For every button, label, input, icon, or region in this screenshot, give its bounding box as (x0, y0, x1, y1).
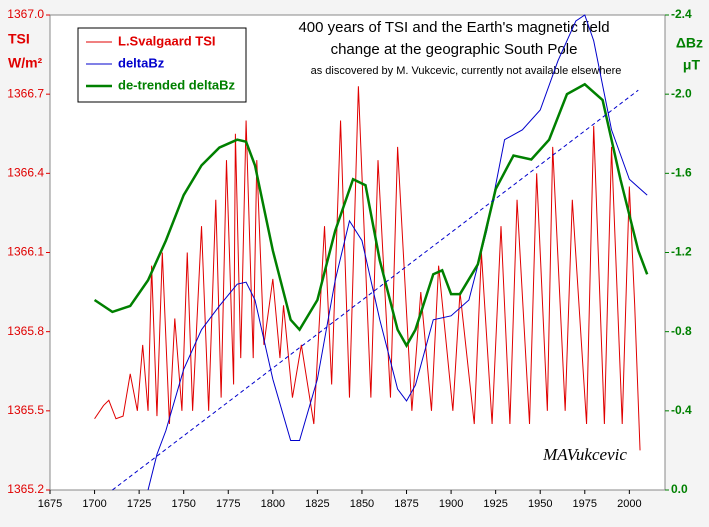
x-tick-label: 1800 (261, 498, 285, 510)
x-tick-label: 1925 (483, 498, 507, 510)
y-tick-label: 1365.5 (7, 403, 44, 417)
subtitle: as discovered by M. Vukcevic, currently … (311, 65, 622, 77)
y-tick-label: 1366.7 (7, 86, 44, 100)
y2-axis-label: ΔBz (676, 35, 703, 51)
y2-tick-label: -2.4 (671, 7, 692, 21)
y2-tick-label: -1.2 (671, 245, 692, 259)
chart-title: change at the geographic South Pole (331, 41, 578, 58)
y2-tick-label: -0.8 (671, 324, 692, 338)
x-tick-label: 1875 (394, 498, 418, 510)
y-tick-label: 1365.2 (7, 482, 44, 496)
chart-title: 400 years of TSI and the Earth's magneti… (298, 19, 609, 36)
x-tick-label: 1975 (573, 498, 597, 510)
y2-axis-units: μT (683, 57, 701, 73)
y2-tick-label: -2.0 (671, 86, 692, 100)
y-axis-label: TSI (8, 31, 30, 47)
legend-label: deltaBz (118, 55, 165, 70)
y2-tick-label: -1.6 (671, 166, 692, 180)
x-tick-label: 1900 (439, 498, 463, 510)
y2-tick-label: -0.4 (671, 403, 692, 417)
legend-label: de-trended deltaBz (118, 77, 236, 92)
y-tick-label: 1366.1 (7, 245, 44, 259)
series-line (147, 14, 648, 491)
x-tick-label: 2000 (617, 498, 641, 510)
y-tick-label: 1365.8 (7, 324, 44, 338)
y2-tick-label: 0.0 (671, 482, 688, 496)
legend (77, 27, 247, 103)
x-tick-label: 1950 (528, 498, 552, 510)
y-tick-label: 1367.0 (7, 7, 44, 21)
series-line (94, 86, 641, 451)
x-tick-label: 1675 (38, 498, 62, 510)
y-axis-units: W/m² (8, 55, 43, 71)
x-tick-label: 1825 (305, 498, 329, 510)
legend-label: L.Svalgaard TSI (118, 33, 216, 48)
y-tick-label: 1366.4 (7, 166, 44, 180)
x-tick-label: 1775 (216, 498, 240, 510)
signature: MAVukcevic (542, 445, 627, 464)
x-tick-label: 1850 (350, 498, 374, 510)
x-tick-label: 1700 (82, 498, 106, 510)
x-tick-label: 1725 (127, 498, 151, 510)
series-line (93, 82, 649, 349)
x-tick-label: 1750 (171, 498, 195, 510)
series-line (112, 89, 639, 491)
